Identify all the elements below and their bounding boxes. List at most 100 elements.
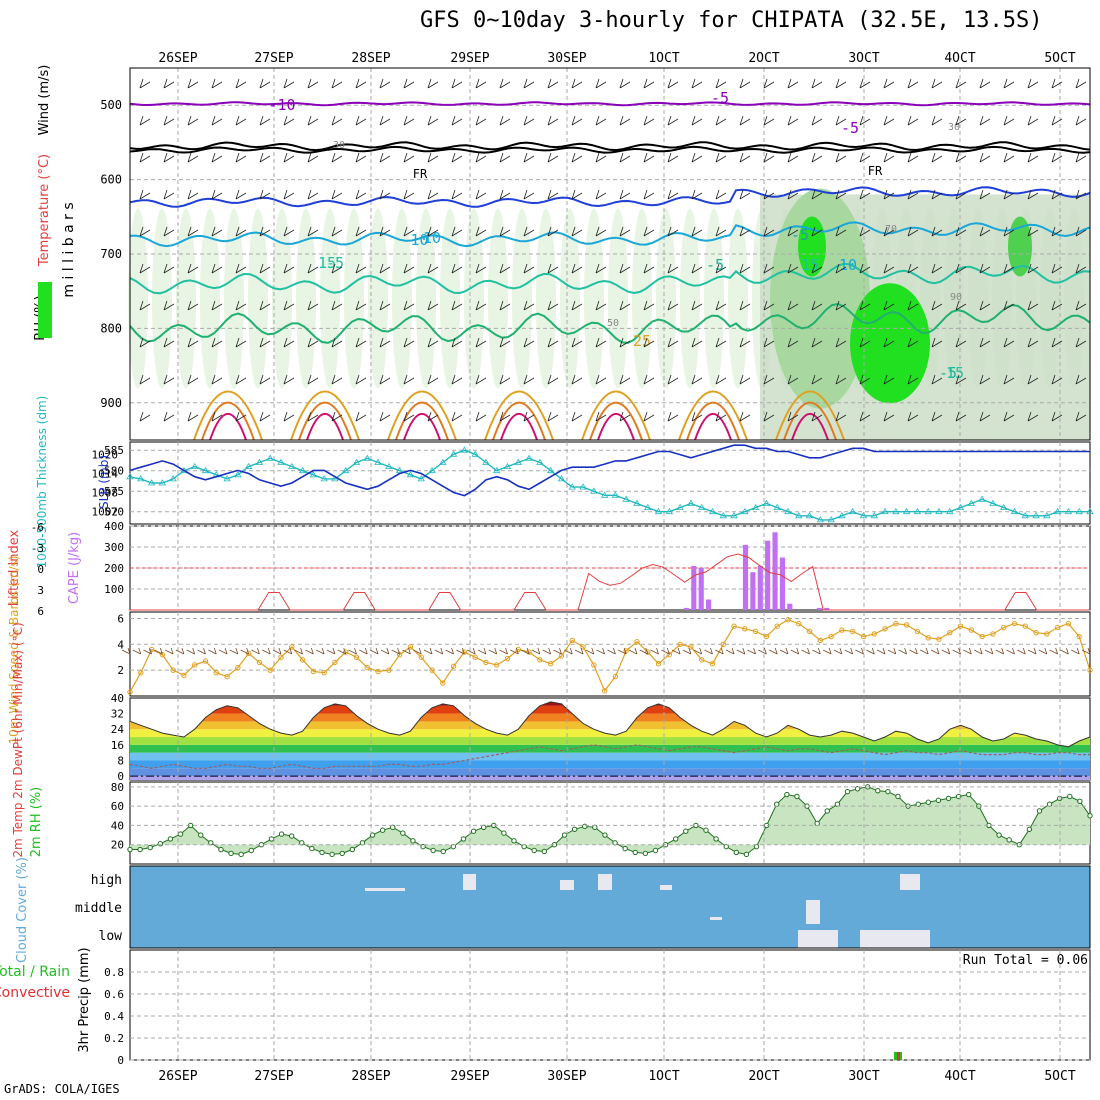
cloud-level-1: middle: [75, 901, 122, 916]
wind-barb: [763, 411, 775, 422]
wind-speed-point: [1065, 620, 1072, 627]
thickness-point: [126, 473, 134, 480]
wind-barb: [307, 263, 319, 274]
wind-barb-10m: [143, 647, 152, 655]
thickness-point: [309, 471, 318, 478]
wind-barb: [571, 337, 583, 348]
thickness-point: [676, 503, 684, 510]
wind-barb-10m: [1017, 647, 1026, 655]
chart-title: GFS 0~10day 3-hourly for CHIPATA (32.5E,…: [420, 8, 1043, 33]
warm-arch-5-1: [686, 401, 740, 441]
temp-contour-6: [129, 302, 1091, 344]
wind-barb-10m: [477, 647, 487, 655]
thickness-point: [191, 462, 199, 469]
temp-band-5: [130, 737, 1090, 745]
contour-label-14: 15: [946, 364, 964, 382]
wind-barb: [211, 226, 223, 237]
wind-barb: [475, 152, 487, 163]
wind-barb: [307, 300, 319, 311]
wind-barb: [259, 374, 271, 385]
wind-barb-10m: [175, 647, 185, 655]
thickness-point: [859, 512, 868, 519]
wind-barb: [931, 115, 943, 126]
wind-barb-10m: [359, 647, 368, 655]
wind-barb: [1027, 226, 1039, 237]
wind-barb: [811, 411, 823, 422]
wind-barb: [907, 300, 919, 311]
rh-point: [875, 787, 881, 794]
wind-barb: [283, 115, 295, 126]
wind-barb: [739, 115, 751, 126]
thickness-point: [1000, 503, 1008, 510]
wind-speed-point: [936, 636, 942, 642]
wind-barb: [691, 411, 703, 422]
wind-barb-10m: [218, 647, 228, 655]
wind-barb: [139, 300, 151, 311]
wind-barb-10m: [585, 647, 595, 655]
wind-barb-10m: [671, 647, 681, 655]
thickness-point: [158, 479, 167, 486]
x-tick-bottom-8: 4OCT: [944, 1069, 975, 1084]
wind-barb: [499, 152, 511, 163]
wind-barb: [259, 411, 271, 422]
wind-barb: [763, 263, 775, 274]
wind-barb: [451, 115, 463, 126]
wind-barb-10m: [423, 647, 433, 655]
rh-point: [248, 847, 254, 854]
warm-arch-1-1: [298, 401, 352, 441]
rh-point: [218, 846, 224, 853]
wind-barb: [643, 337, 655, 348]
rh-point: [743, 851, 750, 858]
thickness-point: [600, 491, 609, 498]
rh-point: [966, 791, 972, 798]
wind-barb: [1027, 152, 1039, 163]
wind-speed-point: [256, 659, 263, 666]
wind-barb: [571, 152, 583, 163]
wind-barb: [595, 115, 607, 126]
wind-barb: [1051, 115, 1063, 126]
wind-speed-point: [192, 662, 198, 668]
wind-barb-10m: [1081, 647, 1091, 655]
wind-barb: [955, 411, 967, 422]
thickness-point: [644, 503, 652, 510]
thickness-point: [201, 466, 210, 474]
slp-line: [129, 444, 1090, 497]
wind-barb: [499, 78, 511, 89]
thickness-point: [137, 475, 145, 482]
wind-barb: [283, 374, 295, 385]
contour-label-8: -5: [326, 254, 344, 272]
thickness-point: [978, 495, 986, 502]
thickness-point: [816, 516, 825, 523]
wind-speed-point: [698, 657, 705, 663]
temp-tick-4: 32: [111, 708, 124, 721]
wind-speed-point: [817, 637, 824, 644]
thickness-point: [449, 450, 458, 457]
wind-barb: [235, 78, 247, 89]
cape-bar: [750, 572, 756, 610]
thickness-point: [827, 516, 835, 523]
wind-barb: [715, 263, 727, 274]
wind-barb: [571, 115, 583, 126]
rh-blob-light-13: [440, 208, 460, 389]
wind-barb: [547, 78, 559, 89]
wind-barb: [379, 78, 391, 89]
wind-barb: [355, 337, 367, 348]
wind-speed-point: [343, 649, 349, 655]
wind-barb: [667, 300, 679, 311]
x-tick-top-1: 27SEP: [254, 51, 293, 66]
wind-speed-point: [224, 673, 230, 680]
wind-barb: [547, 300, 559, 311]
wind-barb: [283, 411, 295, 422]
rh-point: [945, 795, 952, 802]
thickness-point: [363, 454, 372, 461]
wind-barb-10m: [898, 647, 908, 655]
wind-barb: [211, 374, 223, 385]
wind-barb: [691, 152, 703, 163]
wind-barb: [619, 152, 631, 163]
temperature-line: [129, 701, 1091, 748]
rh-point: [410, 838, 416, 844]
rh-blob-light-7: [296, 208, 316, 389]
wind-barb-10m: [154, 647, 163, 655]
wind-barb: [979, 411, 991, 422]
thk-tick-1: 575: [104, 485, 124, 498]
